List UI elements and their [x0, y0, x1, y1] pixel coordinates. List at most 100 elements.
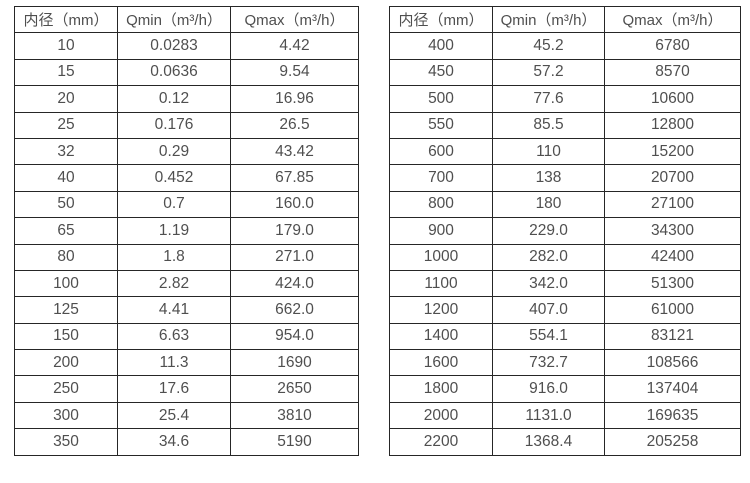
table-row: 250 17.6 2650: [14, 375, 359, 403]
qmin-cell: 0.0636: [117, 58, 231, 87]
qmin-cell: 916.0: [492, 375, 605, 403]
qmin-cell: 138: [492, 164, 605, 192]
qmin-cell: 0.0283: [117, 32, 231, 60]
diameter-cell: 1600: [389, 349, 493, 377]
table-row: 2200 1368.4 205258: [389, 428, 741, 456]
diameter-cell: 80: [14, 243, 118, 271]
table-body: 400 45.2 6780 450 57.2 8570 500 77.6 10600 550 85.…: [389, 32, 741, 456]
qmin-cell: 1131.0: [492, 401, 605, 430]
qmax-cell: 9.54: [230, 58, 359, 87]
qmin-cell: 17.6: [117, 375, 231, 403]
header-row: 内径（mm） Qmin（m³/h） Qmax（m³/h）: [389, 5, 741, 34]
qmax-cell: 67.85: [230, 164, 359, 192]
diameter-cell: 32: [14, 137, 118, 166]
table-row: 200 11.3 1690: [14, 349, 359, 377]
header-row: 内径（mm） Qmin（m³/h） Qmax（m³/h）: [14, 5, 359, 34]
qmax-cell: 1690: [230, 349, 359, 377]
table-row: 1200 407.0 61000: [389, 296, 741, 324]
table-row: 1600 732.7 108566: [389, 349, 741, 377]
table-row: 600 110 15200: [389, 137, 741, 166]
diameter-cell: 50: [14, 190, 118, 219]
qmax-cell: 4.42: [230, 32, 359, 60]
table-row: 2000 1131.0 169635: [389, 401, 741, 430]
table-row: 125 4.41 662.0: [14, 296, 359, 324]
diameter-cell: 40: [14, 164, 118, 192]
table-row: 25 0.176 26.5: [14, 111, 359, 139]
table-row: 550 85.5 12800: [389, 111, 741, 139]
diameter-cell: 900: [389, 217, 493, 245]
table-row: 450 57.2 8570: [389, 58, 741, 87]
qmax-cell: 179.0: [230, 217, 359, 245]
qmax-cell: 6780: [604, 32, 741, 60]
diameter-cell: 450: [389, 58, 493, 87]
qmin-cell: 2.82: [117, 269, 231, 298]
diameter-cell: 300: [14, 401, 118, 430]
header-diameter: 内径（mm）: [389, 5, 493, 34]
qmin-cell: 180: [492, 190, 605, 219]
header-qmin: Qmin（m³/h）: [492, 5, 605, 34]
diameter-cell: 2000: [389, 401, 493, 430]
diameter-cell: 800: [389, 190, 493, 219]
qmin-cell: 1.8: [117, 243, 231, 271]
header-qmax: Qmax（m³/h）: [604, 5, 741, 34]
qmax-cell: 8570: [604, 58, 741, 87]
table-header: 内径（mm） Qmin（m³/h） Qmax（m³/h）: [14, 5, 359, 34]
qmin-cell: 45.2: [492, 32, 605, 60]
diameter-cell: 125: [14, 296, 118, 324]
qmin-cell: 554.1: [492, 322, 605, 351]
qmin-cell: 1368.4: [492, 428, 605, 456]
qmax-cell: 26.5: [230, 111, 359, 139]
qmin-cell: 407.0: [492, 296, 605, 324]
header-qmax: Qmax（m³/h）: [230, 5, 359, 34]
qmax-cell: 15200: [604, 137, 741, 166]
diameter-cell: 1100: [389, 269, 493, 298]
qmax-cell: 43.42: [230, 137, 359, 166]
qmax-cell: 5190: [230, 428, 359, 456]
qmax-cell: 16.96: [230, 85, 359, 113]
table-row: 150 6.63 954.0: [14, 322, 359, 351]
table-row: 900 229.0 34300: [389, 217, 741, 245]
qmax-cell: 61000: [604, 296, 741, 324]
table-row: 15 0.0636 9.54: [14, 58, 359, 87]
qmin-cell: 0.176: [117, 111, 231, 139]
qmax-cell: 271.0: [230, 243, 359, 271]
qmin-cell: 34.6: [117, 428, 231, 456]
table-row: 50 0.7 160.0: [14, 190, 359, 219]
table-row: 65 1.19 179.0: [14, 217, 359, 245]
qmin-cell: 0.7: [117, 190, 231, 219]
diameter-cell: 10: [14, 32, 118, 60]
diameter-cell: 1200: [389, 296, 493, 324]
diameter-cell: 500: [389, 85, 493, 113]
diameter-cell: 25: [14, 111, 118, 139]
qmin-cell: 1.19: [117, 217, 231, 245]
table-row: 80 1.8 271.0: [14, 243, 359, 271]
diameter-cell: 100: [14, 269, 118, 298]
qmin-cell: 77.6: [492, 85, 605, 113]
diameter-cell: 550: [389, 111, 493, 139]
qmin-cell: 342.0: [492, 269, 605, 298]
table-row: 100 2.82 424.0: [14, 269, 359, 298]
header-diameter: 内径（mm）: [14, 5, 118, 34]
table-row: 350 34.6 5190: [14, 428, 359, 456]
qmin-cell: 0.452: [117, 164, 231, 192]
qmin-cell: 110: [492, 137, 605, 166]
qmin-cell: 25.4: [117, 401, 231, 430]
qmax-cell: 108566: [604, 349, 741, 377]
qmax-cell: 83121: [604, 322, 741, 351]
qmax-cell: 160.0: [230, 190, 359, 219]
qmax-cell: 205258: [604, 428, 741, 456]
qmax-cell: 3810: [230, 401, 359, 430]
qmin-cell: 11.3: [117, 349, 231, 377]
qmax-cell: 20700: [604, 164, 741, 192]
table-row: 20 0.12 16.96: [14, 85, 359, 113]
diameter-cell: 15: [14, 58, 118, 87]
qmin-cell: 4.41: [117, 296, 231, 324]
flow-table-small-diameter: 内径（mm） Qmin（m³/h） Qmax（m³/h） 10 0.0283 4.4…: [14, 5, 359, 456]
qmin-cell: 0.12: [117, 85, 231, 113]
table-row: 300 25.4 3810: [14, 401, 359, 430]
diameter-cell: 600: [389, 137, 493, 166]
header-qmin: Qmin（m³/h）: [117, 5, 231, 34]
diameter-cell: 350: [14, 428, 118, 456]
qmin-cell: 732.7: [492, 349, 605, 377]
table-row: 500 77.6 10600: [389, 85, 741, 113]
